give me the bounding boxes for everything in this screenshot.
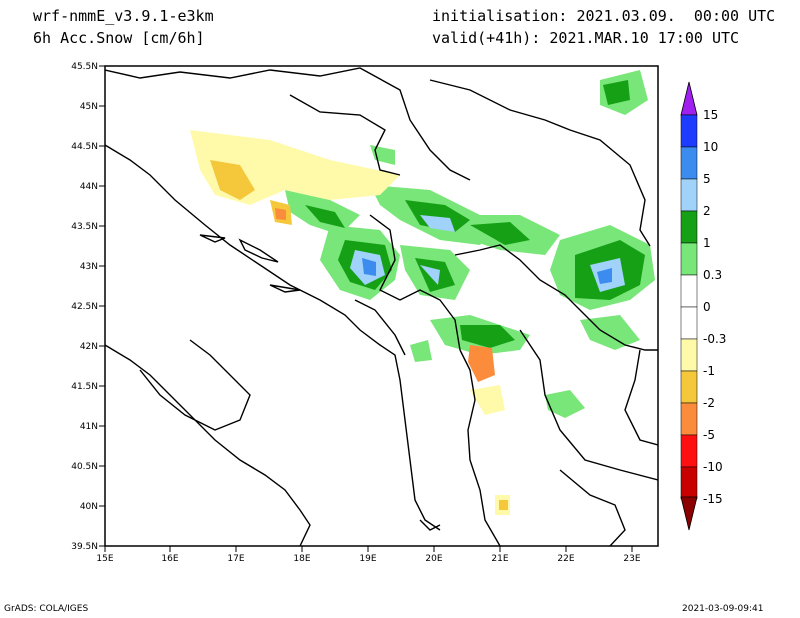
lon-label: 15E bbox=[96, 554, 113, 564]
lon-label: 21E bbox=[491, 554, 508, 564]
colorbar-bottom-arrow bbox=[680, 496, 698, 531]
variable-title: 6h Acc.Snow [cm/6h] bbox=[33, 29, 205, 47]
colorbar-box bbox=[680, 242, 698, 276]
colorbar-box bbox=[680, 178, 698, 212]
valid-time: valid(+41h): 2021.MAR.10 17:00 UTC bbox=[432, 29, 740, 47]
colorbar-box bbox=[680, 274, 698, 308]
colorbar: 15 10 5 2 1 0.3 0 -0.3 -1 -2 -5 -10 -15 bbox=[680, 81, 726, 531]
colorbar-box bbox=[680, 466, 698, 500]
init-time: initialisation: 2021.03.09. 00:00 UTC bbox=[432, 7, 776, 25]
lat-label: 44N bbox=[80, 182, 98, 192]
snow-2-5-area bbox=[350, 215, 625, 292]
lon-label: 23E bbox=[623, 554, 640, 564]
lat-label: 42.5N bbox=[71, 302, 98, 312]
lat-label: 45.5N bbox=[71, 62, 98, 72]
lat-label: 44.5N bbox=[71, 142, 98, 152]
colorbar-box bbox=[680, 306, 698, 340]
melt-2-5-area bbox=[275, 208, 495, 382]
colorbar-label: 0 bbox=[703, 300, 711, 314]
footer-credit: GrADS: COLA/IGES bbox=[4, 604, 89, 614]
colorbar-label: -15 bbox=[703, 492, 723, 506]
lat-axis: 45.5N 45N 44.5N 44N 43.5N 43N 42.5N 42N … bbox=[71, 62, 105, 552]
colorbar-label: -1 bbox=[703, 364, 715, 378]
lat-label: 45N bbox=[80, 102, 98, 112]
colorbar-label: -2 bbox=[703, 396, 715, 410]
colorbar-box bbox=[680, 114, 698, 148]
snow-5-10-area bbox=[362, 258, 612, 284]
colorbar-label: 0.3 bbox=[703, 268, 722, 282]
colorbar-label: 10 bbox=[703, 140, 718, 154]
precip-fields bbox=[105, 67, 658, 546]
lat-label: 43.5N bbox=[71, 222, 98, 232]
colorbar-box bbox=[680, 146, 698, 180]
lon-axis: 15E 16E 17E 18E 19E 20E 21E 22E 23E bbox=[96, 546, 641, 564]
colorbar-label: 5 bbox=[703, 172, 711, 186]
lon-label: 17E bbox=[227, 554, 244, 564]
colorbar-label: 15 bbox=[703, 108, 718, 122]
lat-label: 41N bbox=[80, 422, 98, 432]
lat-label: 39.5N bbox=[71, 542, 98, 552]
colorbar-boxes bbox=[680, 114, 698, 500]
melt-1-2-area bbox=[210, 160, 508, 510]
lon-label: 22E bbox=[557, 554, 574, 564]
lat-label: 40.5N bbox=[71, 462, 98, 472]
colorbar-box bbox=[680, 210, 698, 244]
lat-label: 42N bbox=[80, 342, 98, 352]
colorbar-label: -5 bbox=[703, 428, 715, 442]
lon-label: 19E bbox=[359, 554, 376, 564]
colorbar-labels: 15 10 5 2 1 0.3 0 -0.3 -1 -2 -5 -10 -15 bbox=[703, 108, 726, 506]
footer-timestamp: 2021-03-09-09:41 bbox=[682, 604, 764, 614]
lon-label: 18E bbox=[293, 554, 310, 564]
lon-label: 20E bbox=[425, 554, 442, 564]
lat-label: 41.5N bbox=[71, 382, 98, 392]
colorbar-box bbox=[680, 402, 698, 436]
colorbar-label: -0.3 bbox=[703, 332, 726, 346]
colorbar-label: -10 bbox=[703, 460, 723, 474]
lat-label: 40N bbox=[80, 502, 98, 512]
colorbar-box bbox=[680, 434, 698, 468]
colorbar-box bbox=[680, 370, 698, 404]
colorbar-top-arrow bbox=[680, 81, 698, 116]
colorbar-box bbox=[680, 338, 698, 372]
lat-label: 43N bbox=[80, 262, 98, 272]
lon-label: 16E bbox=[161, 554, 178, 564]
model-title: wrf-nmmE_v3.9.1-e3km bbox=[33, 7, 214, 25]
coastlines-borders bbox=[105, 67, 658, 546]
map-figure: 45.5N 45N 44.5N 44N 43.5N 43N 42.5N 42N … bbox=[71, 62, 726, 564]
colorbar-label: 1 bbox=[703, 236, 711, 250]
colorbar-label: 2 bbox=[703, 204, 711, 218]
